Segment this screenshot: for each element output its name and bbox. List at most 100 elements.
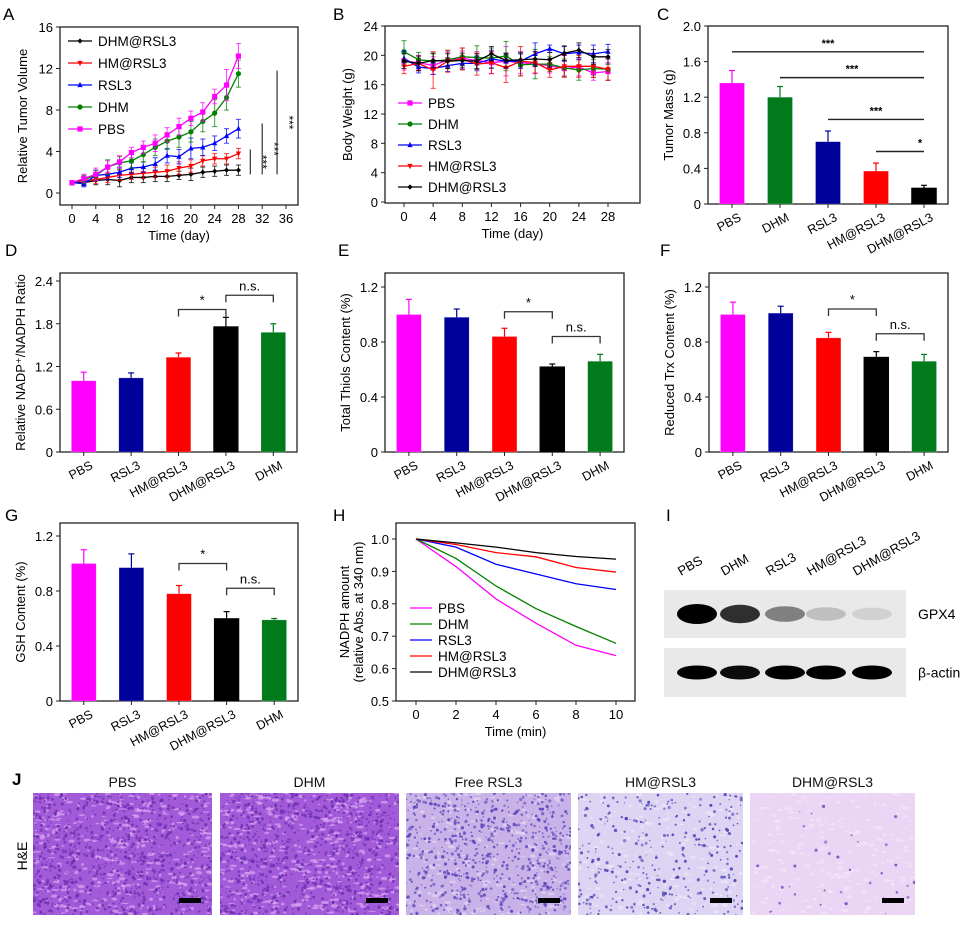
data-point <box>200 158 206 164</box>
series-line-rsl3 <box>415 538 617 591</box>
data-point <box>128 149 135 156</box>
bar-rsl3 <box>118 567 145 702</box>
x-tick-label: DHM <box>580 458 612 484</box>
significance-label: n.s. <box>239 278 260 293</box>
y-tick-label: 0.4 <box>683 161 701 176</box>
data-point <box>188 115 194 121</box>
blot-band <box>720 604 760 624</box>
data-point <box>81 175 87 182</box>
blot-band <box>677 665 717 680</box>
y-tick-label: 12 <box>364 107 378 122</box>
bar-rsl3 <box>443 316 470 453</box>
y-tick-label: 8 <box>371 136 378 151</box>
series-line-pbs <box>415 538 617 657</box>
data-point <box>188 163 194 170</box>
x-tick-label: RSL3 <box>758 458 792 485</box>
x-axis-label: Time (min) <box>485 724 547 739</box>
x-tick-label: 36 <box>279 211 293 226</box>
y-tick-label: 1.0 <box>371 532 389 547</box>
histology-title-3: HM@RSL3 <box>624 774 696 790</box>
x-tick-label: 28 <box>231 211 245 226</box>
histology-image-dhm-rsl3 <box>750 793 915 915</box>
scale-bar <box>710 898 732 903</box>
histology-image-hm-rsl3 <box>578 793 743 915</box>
data-point <box>140 144 146 150</box>
y-axis-label: Relative NADP⁺/NADPH Ratio <box>13 274 28 451</box>
y-tick-label: 1.2 <box>360 280 378 295</box>
lane-label: RSL3 <box>763 549 799 578</box>
y-axis-label: NADPH amount <box>337 565 352 658</box>
histology-title-0: PBS <box>108 774 137 790</box>
histology-image-free-rsl3 <box>406 793 571 915</box>
data-point <box>152 140 158 146</box>
panel-letter-i: I <box>666 506 671 525</box>
tissue-texture <box>578 793 743 915</box>
legend: DHM@RSL3 HM@RSL3 RSL3 DHM PBS <box>68 34 176 137</box>
significance-label: * <box>200 547 205 562</box>
x-tick-label: 10 <box>609 707 623 722</box>
data-point <box>164 152 170 158</box>
bar-dhm-at-rsl3 <box>213 618 240 702</box>
data-point <box>445 58 451 64</box>
x-tick-label: 12 <box>484 209 498 224</box>
legend-entry: HM@RSL3 <box>98 56 166 71</box>
x-tick-label: 8 <box>116 211 123 226</box>
data-point <box>547 57 553 63</box>
legend-marker <box>77 38 83 44</box>
y-tick-label: 0.8 <box>683 126 701 141</box>
y-tick-label: 0.9 <box>371 564 389 579</box>
legend-entry: DHM@RSL3 <box>98 34 176 49</box>
y-tick-label: 24 <box>364 19 378 34</box>
data-point <box>212 168 218 174</box>
data-point <box>116 169 123 175</box>
bar-pbs <box>720 314 746 453</box>
chart-a-tumor-volume: 0 4 8 12 16 20 24 28 32 36 0 4 8 12 16 Time (day) Relati… <box>15 20 299 243</box>
bar-pbs <box>719 82 745 205</box>
significance-bracket <box>225 587 275 596</box>
series-line-dhm-at-rsl3 <box>415 538 617 560</box>
blot-row-label: β-actin <box>918 665 960 681</box>
legend-marker <box>407 163 413 170</box>
y-tick-label: 0.8 <box>371 597 389 612</box>
data-point <box>235 71 242 77</box>
y-tick-label: 1.2 <box>684 280 702 295</box>
data-point <box>105 164 111 170</box>
x-tick-label: PBS <box>392 458 421 482</box>
series-pbs <box>69 43 242 186</box>
data-point <box>164 169 170 175</box>
x-tick-label: PBS <box>66 458 95 482</box>
blot-band <box>806 607 846 621</box>
x-tick-label: RSL3 <box>805 210 839 237</box>
significance-label: *** <box>282 115 296 129</box>
x-tick-label: 0 <box>412 707 419 722</box>
bar-dhm <box>261 619 287 702</box>
y-tick-label: 0.8 <box>684 335 702 350</box>
data-point <box>547 67 553 74</box>
scale-bar <box>179 898 201 903</box>
histology-title-2: Free RSL3 <box>454 774 523 790</box>
significance-label: n.s. <box>566 320 587 335</box>
y-tick-label: 0.8 <box>35 584 53 599</box>
y-tick-label: 0.4 <box>35 639 53 654</box>
data-point <box>430 57 436 64</box>
significance-bracket <box>503 311 553 319</box>
data-point <box>547 45 553 51</box>
legend-marker <box>77 60 83 67</box>
data-point <box>401 58 407 64</box>
y-tick-label: 0 <box>46 186 53 201</box>
blot-band <box>720 665 760 680</box>
tissue-texture <box>220 793 399 915</box>
panel-letter-d: D <box>5 241 17 260</box>
blot-band <box>806 665 846 680</box>
bar-dhm-at-rsl3 <box>911 187 937 205</box>
data-point <box>176 153 182 159</box>
y-tick-label: 2.4 <box>35 274 53 289</box>
x-tick-label: 20 <box>542 209 556 224</box>
significance-bracket <box>178 562 228 571</box>
lane-label: PBS <box>675 552 705 578</box>
y-axis-label-secondary: (relative Abs. at 340 nm) <box>351 542 366 683</box>
